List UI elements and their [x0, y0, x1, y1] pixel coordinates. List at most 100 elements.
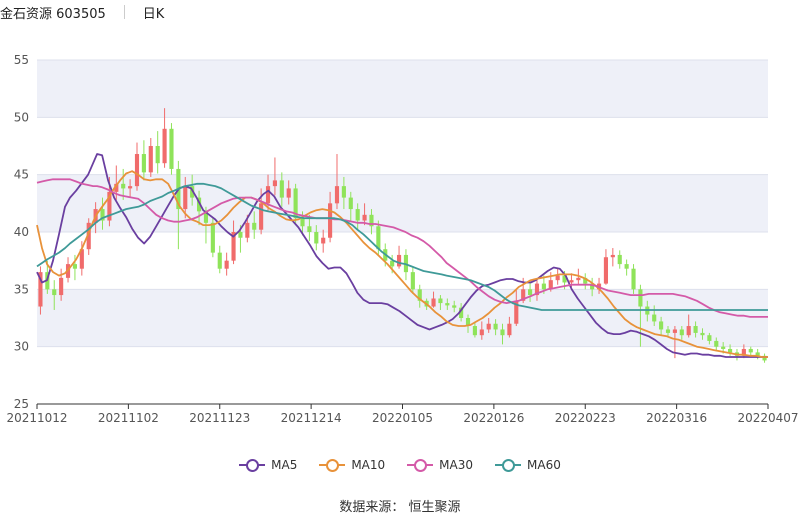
candle-body: [707, 335, 712, 341]
x-tick-label: 20220105: [372, 411, 433, 425]
candle-body: [721, 346, 726, 349]
legend-item-ma60[interactable]: MA60: [495, 458, 561, 472]
candle-body: [507, 323, 512, 336]
candle-body: [672, 329, 677, 333]
candle-body: [238, 232, 243, 238]
candle-body: [500, 329, 505, 336]
candle-body: [314, 232, 319, 244]
candle: [121, 168, 126, 200]
candle: [224, 252, 229, 276]
candle: [38, 266, 43, 315]
x-tick-label: 20211123: [189, 411, 250, 425]
legend-label: MA5: [271, 458, 298, 472]
x-tick-label: 20211214: [281, 411, 342, 425]
candle: [431, 291, 436, 308]
candle-body: [555, 275, 560, 281]
candle-body: [183, 186, 188, 210]
candle: [134, 142, 140, 191]
candle-body: [265, 186, 271, 204]
candle-body: [169, 128, 174, 169]
candle-body: [293, 188, 298, 219]
candle: [355, 203, 360, 230]
candle-body: [210, 222, 215, 253]
candle: [534, 277, 540, 301]
candle: [686, 314, 691, 338]
candle-body: [162, 128, 167, 164]
candle-body: [286, 188, 291, 198]
candle-body: [252, 222, 257, 230]
candle-body: [59, 277, 64, 296]
candle: [314, 225, 319, 251]
header-divider: [123, 5, 125, 19]
candle: [328, 191, 333, 243]
x-tick-label: 20220126: [463, 411, 524, 425]
series-line-ma60: [36, 182, 768, 311]
candle-body: [369, 214, 374, 227]
candle-body: [224, 260, 229, 269]
candle-body: [728, 348, 733, 353]
candle: [183, 176, 188, 219]
candle-body: [355, 209, 360, 221]
candle: [72, 254, 77, 281]
legend-label: MA60: [527, 458, 561, 472]
candle-body: [638, 289, 643, 307]
candle-body: [307, 226, 312, 232]
candle-body: [590, 283, 595, 290]
candle-body: [548, 280, 553, 290]
candle: [479, 321, 484, 340]
legend-label: MA30: [439, 458, 474, 472]
legend-marker-icon: [319, 459, 346, 472]
candle: [362, 203, 367, 226]
candle: [514, 289, 519, 327]
candle-body: [259, 203, 264, 230]
candle: [321, 229, 326, 253]
candle: [396, 245, 402, 269]
candle-body: [741, 348, 746, 356]
legend-item-ma30[interactable]: MA30: [407, 458, 473, 472]
candle-body: [583, 277, 588, 284]
candle-body: [438, 298, 443, 304]
candle-body: [679, 329, 684, 336]
legend-item-ma5[interactable]: MA5: [239, 458, 297, 472]
candle: [417, 284, 422, 308]
candle-body: [652, 314, 657, 322]
candle: [659, 316, 664, 336]
candle: [700, 328, 705, 340]
candle-body: [762, 355, 767, 361]
candle-body: [100, 209, 105, 221]
candle: [231, 220, 236, 265]
x-tick-label: 20211012: [6, 411, 67, 425]
candle: [583, 273, 588, 290]
y-tick-label: 35: [14, 282, 29, 296]
candle-body: [431, 298, 436, 307]
candle-body: [417, 289, 422, 301]
period-tab[interactable]: 日K: [142, 6, 165, 22]
legend-item-ma10[interactable]: MA10: [319, 458, 385, 472]
candle: [141, 140, 146, 181]
candle-body: [479, 329, 484, 336]
candle-body: [86, 222, 91, 250]
candle: [590, 277, 595, 297]
candle: [741, 344, 746, 359]
candle: [500, 323, 505, 345]
candle: [465, 314, 471, 333]
candle: [631, 264, 636, 294]
series-line-ma10: [36, 170, 768, 358]
candle-body: [390, 260, 395, 267]
candle: [369, 209, 374, 235]
data-source-note: 数据来源： 恒生聚源: [339, 500, 461, 515]
candle-body: [755, 352, 760, 356]
candle: [162, 108, 167, 168]
x-tick-label: 20211102: [98, 411, 159, 425]
chart-header: 金石资源 603505 日K: [0, 2, 164, 22]
y-tick-label: 25: [14, 397, 29, 411]
candle-body: [141, 154, 146, 173]
candle: [762, 353, 767, 363]
candle-body: [128, 186, 133, 189]
candle-body: [541, 283, 546, 290]
candle-body: [693, 326, 698, 333]
candlestick-chart: 25 30 35 40 45 50 55 20211012 20211102 20211123 20…: [6, 53, 798, 425]
legend-marker-icon: [495, 459, 522, 472]
candle: [679, 326, 684, 340]
candle-body: [631, 268, 636, 290]
